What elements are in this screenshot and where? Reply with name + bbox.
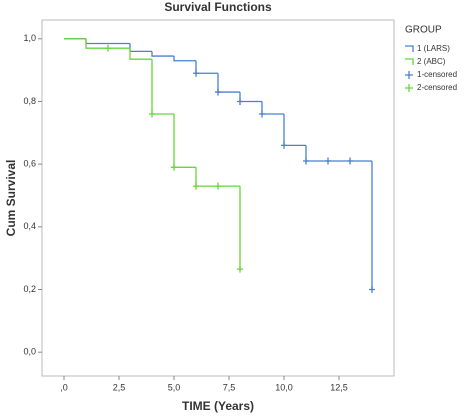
x-tick-label: 7,5: [223, 382, 236, 392]
survival-step: [173, 56, 196, 62]
legend-label: 1-censored: [417, 70, 457, 79]
legend-swatch: [405, 71, 413, 79]
legend-label: 2-censored: [417, 83, 457, 92]
legend-label: 2 (ABC): [417, 57, 446, 66]
x-tick-label: 5,0: [168, 382, 181, 392]
censor-mark: [347, 157, 353, 165]
censor-mark: [281, 141, 287, 149]
y-tick-label: 0,8: [23, 96, 36, 106]
legend-swatch: [405, 45, 414, 52]
censor-mark: [237, 265, 243, 273]
x-tick-label: 12,5: [330, 382, 348, 392]
legend-swatch: [405, 84, 413, 92]
x-axis-title: TIME (Years): [182, 399, 254, 413]
x-tick-label: 2,5: [113, 382, 126, 392]
y-tick-label: 0,4: [23, 221, 36, 231]
y-tick-label: 1,0: [23, 33, 36, 43]
censor-mark: [171, 163, 177, 171]
censor-mark: [237, 97, 243, 105]
legend-label: 1 (LARS): [417, 44, 450, 53]
censor-mark: [149, 110, 155, 118]
y-tick-label: 0,2: [23, 284, 36, 294]
y-tick-label: 0,6: [23, 159, 36, 169]
censor-mark: [215, 88, 221, 96]
chart-title: Survival Functions: [164, 0, 272, 14]
survival-step: [85, 38, 130, 49]
censor-mark: [303, 157, 309, 165]
censor-mark: [193, 182, 199, 190]
censor-mark: [105, 44, 111, 52]
survival-step: [129, 48, 152, 60]
legend-title: GROUP: [405, 25, 442, 36]
censor-mark: [193, 69, 199, 77]
y-axis-title: Cum Survival: [4, 160, 18, 237]
censor-mark: [369, 286, 375, 294]
x-tick-label: ,0: [60, 382, 68, 392]
censor-mark: [215, 182, 221, 190]
censor-mark: [325, 157, 331, 165]
survival-step: [151, 51, 174, 57]
x-tick-label: 10,0: [275, 382, 293, 392]
y-tick-label: 0,0: [23, 347, 36, 357]
censor-mark: [259, 110, 265, 118]
legend-swatch: [405, 58, 414, 65]
